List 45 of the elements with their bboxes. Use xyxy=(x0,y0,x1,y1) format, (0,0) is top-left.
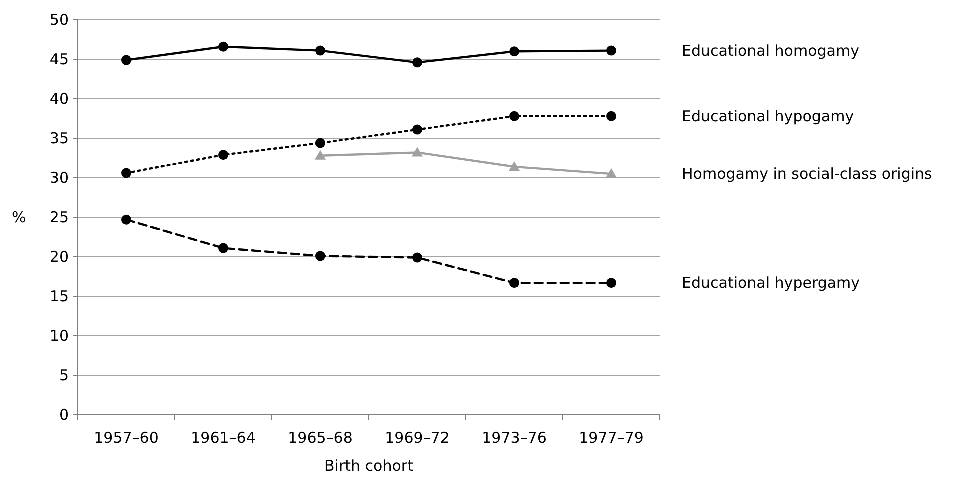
point xyxy=(509,161,520,171)
point xyxy=(412,252,422,263)
y-tick-label: 25 xyxy=(50,208,69,226)
x-tick-label: 1965–68 xyxy=(288,429,353,447)
text: Educational homogamy xyxy=(682,42,860,60)
text: Educational hypogamy xyxy=(682,107,854,126)
x-tick-label: 1977–79 xyxy=(579,429,644,447)
point xyxy=(218,243,228,254)
y-tick-label: 45 xyxy=(50,50,69,68)
point xyxy=(412,58,422,68)
text: Homogamy in social-class origins xyxy=(682,165,933,184)
y-axis-title: % xyxy=(12,208,26,226)
point xyxy=(122,168,132,178)
y-tick-label: 50 xyxy=(50,11,69,29)
x-tick-label: 1961–64 xyxy=(191,429,256,447)
point xyxy=(122,55,132,66)
point xyxy=(412,124,422,135)
y-tick-label: 10 xyxy=(50,327,69,345)
point xyxy=(218,42,228,52)
point xyxy=(606,46,616,56)
point xyxy=(316,138,326,148)
point xyxy=(122,214,132,225)
point xyxy=(510,111,520,122)
y-tick-label: 40 xyxy=(50,90,69,108)
point xyxy=(606,168,617,178)
x-tick-label: 1969–72 xyxy=(385,429,450,447)
text: Educational hypergamy xyxy=(682,274,860,292)
y-tick-label: 15 xyxy=(50,288,69,306)
point xyxy=(412,147,423,157)
point xyxy=(510,278,520,288)
point xyxy=(510,46,520,57)
point xyxy=(606,278,616,288)
point xyxy=(316,251,326,262)
x-tick-label: 1973–76 xyxy=(482,429,547,447)
y-tick-label: 35 xyxy=(50,130,69,148)
x-axis-title: Birth cohort xyxy=(324,457,414,475)
y-tick-label: 20 xyxy=(50,248,69,266)
y-tick-label: 30 xyxy=(50,169,69,187)
y-tick-label: 0 xyxy=(59,406,69,424)
point xyxy=(606,111,616,122)
point xyxy=(218,150,228,160)
y-tick-label: 5 xyxy=(59,366,69,384)
x-tick-label: 1957–60 xyxy=(94,429,159,447)
point xyxy=(315,150,326,160)
point xyxy=(316,46,326,56)
